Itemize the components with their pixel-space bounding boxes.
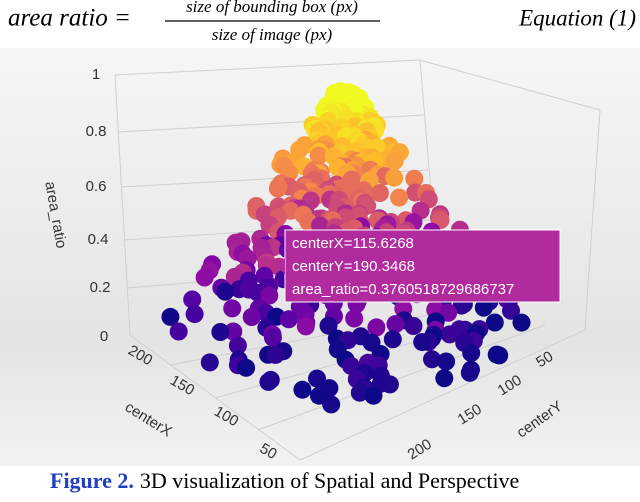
point [260,286,279,305]
point [423,350,441,369]
x-tick-label: 50 [257,440,280,463]
z-tick-label: 0.8 [86,123,107,140]
point [385,168,404,187]
point [319,316,338,335]
point [183,290,202,309]
point [279,310,298,329]
equation-lhs: area ratio = [8,5,131,32]
tooltip-line: centerY=190.3468 [292,258,415,275]
point [380,375,399,394]
point [405,169,424,188]
point [266,345,285,364]
point [440,325,459,344]
z-tick-label: 0.4 [88,231,109,248]
point [211,323,230,341]
z-tick-label: 0 [100,328,108,345]
point [293,380,312,399]
point [216,282,235,301]
point [474,298,493,317]
point [195,268,214,287]
point [460,363,479,382]
point [223,299,242,318]
point [462,344,481,362]
point [242,308,261,326]
caption-text: 3D visualization of Spatial and Perspect… [140,468,519,493]
point [268,179,287,198]
point [413,333,432,352]
point [502,301,520,320]
z-tick-label: 0.6 [86,178,107,195]
point [367,318,386,337]
equation-numerator: size of bounding box (px) [186,0,358,16]
point [437,352,456,371]
point [259,372,278,391]
y-tick-label: 50 [533,348,556,371]
point [404,317,423,335]
equation-denominator: size of image (px) [212,25,333,44]
point [228,336,247,355]
point [169,322,188,341]
point [263,328,282,347]
point [185,305,204,324]
tooltip-line: area_ratio=0.3760518729686737 [292,281,514,298]
point [309,146,328,165]
z-tick-label: 1 [92,66,100,83]
point [224,322,243,341]
tooltip-pointer [276,258,285,274]
point [161,307,180,326]
equation-tag: Equation (1) [518,5,636,30]
point [439,303,458,322]
point [364,386,383,405]
point [200,353,219,372]
point [390,188,409,207]
point [370,184,389,202]
point [290,140,309,159]
tooltip [284,229,561,303]
point [237,358,256,377]
point [385,151,404,170]
point [485,313,504,332]
point [490,346,509,365]
z-tick-label: 0.2 [90,279,111,296]
tooltip-line: centerX=115.6268 [292,235,414,252]
point [322,395,341,414]
caption-label: Figure 2. [50,468,134,493]
caption: Figure 2. 3D visualization of Spatial and… [50,468,519,493]
point [296,317,315,336]
point [386,315,405,334]
point [350,383,369,402]
point [435,369,454,388]
point [512,313,531,332]
point [345,309,364,328]
point [383,330,402,349]
